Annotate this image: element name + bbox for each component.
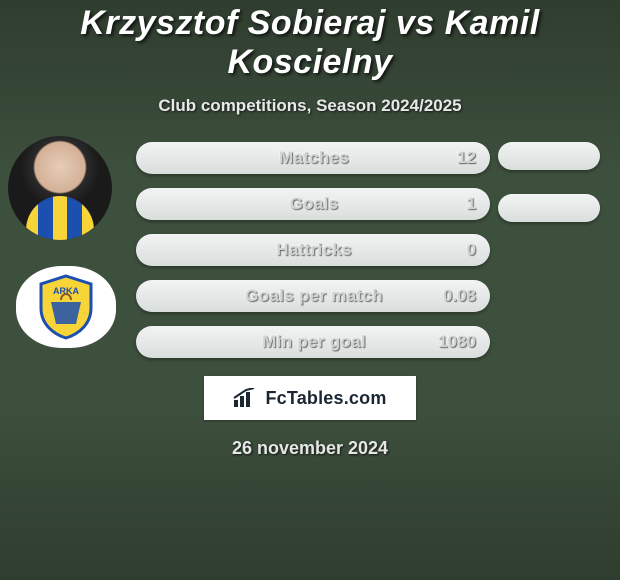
player1-team-badge: ARKA [16,266,116,348]
page-title: Krzysztof Sobieraj vs Kamil Koscielny [0,4,620,82]
player2-pill-matches [498,142,600,170]
stat-label: Hattricks [192,240,436,260]
stat-pill: Min per goal 1080 [136,326,490,358]
brand-text: FcTables.com [265,388,386,409]
player2-pill-goals [498,194,600,222]
player1-avatar [8,136,112,240]
stat-row-goals-per-match: Goals per match 0.08 [136,280,490,312]
stat-bars: Matches 12 Goals 1 Hattricks 0 Goals per [136,142,490,358]
stat-value-p1: 12 [436,148,476,168]
stat-pill: Matches 12 [136,142,490,174]
stat-row-min-per-goal: Min per goal 1080 [136,326,490,358]
shield-icon: ARKA [31,272,101,342]
infographic-container: Krzysztof Sobieraj vs Kamil Koscielny Cl… [0,0,620,580]
stat-row-hattricks: Hattricks 0 [136,234,490,266]
brand-badge[interactable]: FcTables.com [204,376,416,420]
stat-label: Matches [192,148,436,168]
stat-pill: Hattricks 0 [136,234,490,266]
stat-row-goals: Goals 1 [136,188,490,220]
stat-value-p1: 1 [436,194,476,214]
stat-value-p1: 0.08 [436,286,476,306]
stat-label: Goals per match [192,286,436,306]
stat-value-p1: 1080 [436,332,476,352]
stat-pill: Goals 1 [136,188,490,220]
stat-row-matches: Matches 12 [136,142,490,174]
date-label: 26 november 2024 [0,438,620,459]
subtitle: Club competitions, Season 2024/2025 [0,96,620,116]
stat-pill: Goals per match 0.08 [136,280,490,312]
stat-label: Min per goal [192,332,436,352]
stats-area: ARKA Matches 12 Goals 1 [0,142,620,358]
chart-icon [233,388,259,408]
left-column: ARKA [8,136,118,348]
stat-label: Goals [192,194,436,214]
stat-value-p1: 0 [436,240,476,260]
